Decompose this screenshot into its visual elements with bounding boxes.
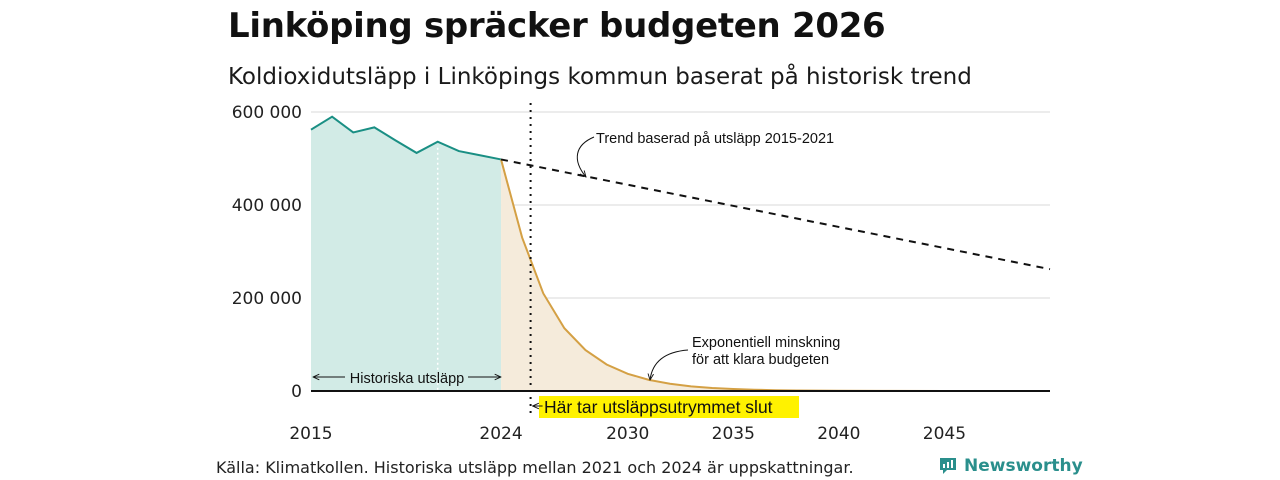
budget-end-highlight	[539, 396, 799, 418]
brand-name: Newsworthy	[964, 456, 1083, 476]
trend-label: Trend baserad på utsläpp 2015-2021	[596, 131, 834, 147]
brand-logo: Newsworthy	[938, 456, 1083, 476]
exp-label-line2: för att klara budgeten	[692, 352, 829, 368]
budget-area	[501, 159, 1050, 391]
chart-title: Linköping spräcker budgeten 2026	[228, 6, 886, 46]
budget-end-label: Här tar utsläppsutrymmet slut	[544, 397, 773, 417]
chart-subtitle: Koldioxidutsläpp i Linköpings kommun bas…	[228, 64, 972, 90]
x-tick-label: 2035	[712, 424, 755, 444]
source-note: Källa: Klimatkollen. Historiska utsläpp …	[216, 458, 854, 477]
area-fills	[311, 116, 1050, 392]
annotations: Historiska utsläpp Trend baserad på utslä…	[313, 131, 840, 418]
axes	[311, 103, 1050, 416]
y-tick-label: 0	[291, 382, 302, 402]
y-tick-label: 600 000	[232, 103, 302, 123]
newsworthy-icon	[940, 458, 956, 474]
y-tick-label: 200 000	[232, 289, 302, 309]
trend-arrow	[576, 136, 595, 177]
x-tick-label: 2015	[289, 424, 332, 444]
historic-line	[310, 115, 502, 161]
y-tick-label: 400 000	[232, 196, 302, 216]
x-tick-label: 2030	[606, 424, 649, 444]
historic-label: Historiska utsläpp	[350, 371, 464, 387]
x-tick-label: 2040	[817, 424, 860, 444]
exp-label-line1: Exponentiell minskning	[692, 335, 840, 351]
x-tick-label: 2024	[479, 424, 522, 444]
x-tick-label: 2045	[923, 424, 966, 444]
exp-arrow	[650, 349, 689, 380]
tick-labels: 0 200 000 400 000 600 000 2015 2024 2030 2035 20…	[232, 103, 966, 444]
historic-area	[311, 116, 502, 392]
trend-line	[500, 158, 1051, 271]
